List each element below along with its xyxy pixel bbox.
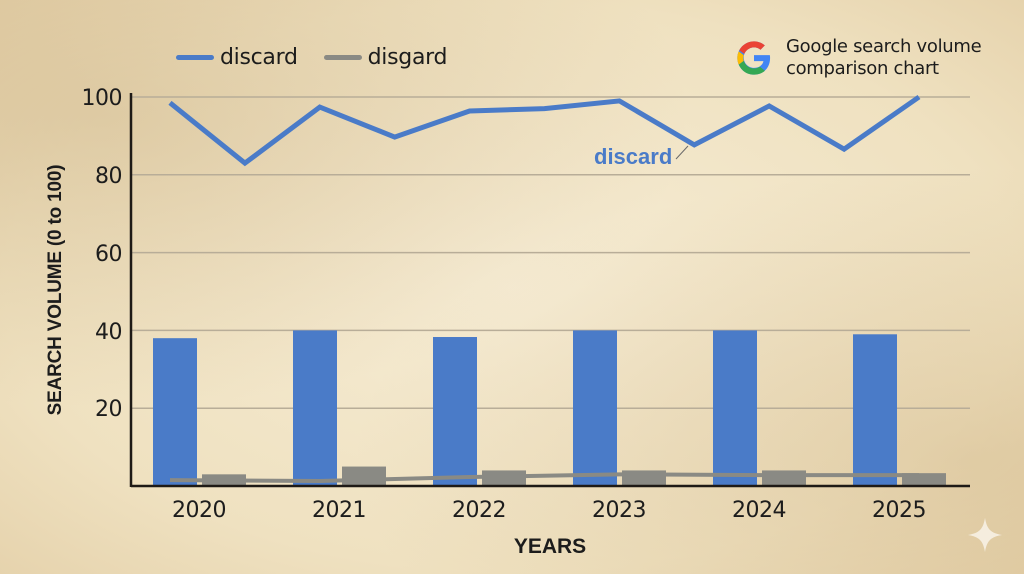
bar-discard-2022[interactable] <box>433 337 477 486</box>
x-tick-2025: 2025 <box>872 498 927 523</box>
legend-item-discard[interactable]: discard <box>176 45 298 70</box>
x-tick-2021: 2021 <box>312 498 367 523</box>
legend-label: discard <box>220 45 298 70</box>
line-discard[interactable] <box>168 94 921 167</box>
google-badge: Google search volume comparison chart <box>734 36 982 80</box>
bar-disgard-2021[interactable] <box>342 466 386 486</box>
y-axis-title: SEARCH VOLUME (0 to 100) <box>45 164 66 416</box>
bar-discard-2020[interactable] <box>153 338 197 486</box>
gridlines <box>131 96 970 409</box>
legend-item-disgard[interactable]: disgard <box>323 45 448 70</box>
series-annotation-discard: discard <box>594 144 673 169</box>
annotation-leader-line <box>675 145 689 160</box>
line-disgard[interactable] <box>169 472 919 483</box>
bar-discard-2021[interactable] <box>293 330 337 486</box>
bar-discard-2023[interactable] <box>573 330 617 486</box>
lines <box>168 94 921 483</box>
chart-title-line2: comparison chart <box>786 58 939 79</box>
google-logo-icon <box>737 41 771 75</box>
x-tick-2022: 2022 <box>452 498 507 523</box>
x-tick-2023: 2023 <box>592 498 647 523</box>
sparkle-icon <box>967 517 1003 553</box>
chart-title: Google search volume comparison chart <box>786 36 982 80</box>
x-axis-title: YEARS <box>513 535 587 558</box>
y-tick-40: 40 <box>95 320 123 345</box>
bar-disgard-2024[interactable] <box>762 470 806 486</box>
legend-swatch-discard <box>176 55 214 60</box>
x-tick-2020: 2020 <box>172 498 227 523</box>
legend-label: disgard <box>367 45 448 70</box>
chart-title-line1: Google search volume <box>786 36 982 57</box>
x-tick-2024: 2024 <box>732 498 787 523</box>
y-tick-80: 80 <box>95 164 123 189</box>
bar-discard-2025[interactable] <box>853 334 897 486</box>
legend: discard disgard <box>176 45 473 70</box>
bars <box>153 330 946 486</box>
legend-swatch-disgard <box>323 55 362 60</box>
y-tick-100: 100 <box>81 86 123 111</box>
y-tick-60: 60 <box>95 242 123 267</box>
bar-discard-2024[interactable] <box>713 330 757 486</box>
y-tick-20: 20 <box>95 397 123 422</box>
